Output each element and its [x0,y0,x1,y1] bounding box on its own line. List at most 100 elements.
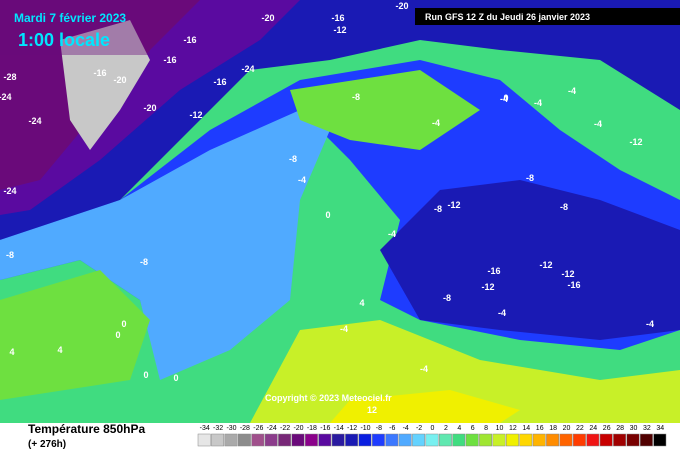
scale-tick-label: 0 [431,425,435,432]
scale-tick-label: 22 [576,425,584,432]
scale-tick-label: 24 [589,425,597,432]
isotherm-label: -4 [388,229,396,239]
scale-tick-label: 18 [549,425,557,432]
scale-swatch [358,433,372,447]
scale-tick-label: 16 [536,425,544,432]
scale-swatch [398,433,412,447]
scale-swatch [599,433,613,447]
scale-tick-label: -16 [320,425,330,432]
scale-tick-label: -14 [334,425,344,432]
run-info: Run GFS 12 Z du Jeudi 26 janvier 2023 [425,12,590,22]
scale-tick-label: -12 [347,425,357,432]
scale-tick-label: -20 [293,425,303,432]
isotherm-label: -20 [143,103,156,113]
isotherm-label: -4 [498,308,506,318]
scale-tick-label: -18 [307,425,317,432]
isotherm-label: -8 [6,250,14,260]
scale-swatch [479,433,493,447]
isotherm-label: 4 [57,345,62,355]
isotherm-label: 0 [115,330,120,340]
isotherm-label: 0 [143,370,148,380]
scale-swatch [197,433,211,447]
isotherm-label: -4 [534,98,542,108]
isotherm-label: -4 [298,175,306,185]
scale-tick-label: -4 [403,425,409,432]
valid-time: 1:00 locale [18,30,110,50]
scale-tick-label: -6 [389,425,395,432]
scale-tick-label: 32 [643,425,651,432]
scale-tick-label: 14 [522,425,530,432]
scale-swatch [425,433,439,447]
isotherm-label: 12 [367,405,377,415]
isotherm-label: -16 [163,55,176,65]
scale-tick-label: -8 [376,425,382,432]
color-scale: -34 -32 -30 -28 -26 -24 -22 -20 -18 -16 -14 -12 -10-… [197,425,667,447]
scale-swatch [452,433,466,447]
scale-swatch [291,433,305,447]
scale-swatch [318,433,332,447]
scale-swatch [586,433,600,447]
isotherm-label: -8 [289,154,297,164]
scale-tick-label: 34 [656,425,664,432]
scale-swatch [412,433,426,447]
isotherm-label: -8 [560,202,568,212]
scale-tick-label: -34 [200,425,210,432]
scale-tick-label: -2 [416,425,422,432]
isotherm-label: -4 [420,364,428,374]
scale-swatch [559,433,573,447]
isotherm-label: -8 [434,204,442,214]
scale-swatch [331,433,345,447]
isotherm-label: -4 [500,94,508,104]
isotherm-label: -4 [646,319,654,329]
scale-tick-label: -32 [213,425,223,432]
scale-swatch [304,433,318,447]
valid-date: Mardi 7 février 2023 [14,11,126,25]
scale-swatch [639,433,653,447]
isotherm-label: -16 [331,13,344,23]
isotherm-label: -24 [241,64,254,74]
copyright: Copyright © 2023 Meteociel.fr [265,393,392,403]
isotherm-label: -4 [568,86,576,96]
isotherm-label: -4 [340,324,348,334]
scale-tick-label: -28 [240,425,250,432]
isotherm-label: -12 [481,282,494,292]
isotherm-label: -16 [183,35,196,45]
scale-swatch [211,433,225,447]
isotherm-label: 0 [121,319,126,329]
scale-tick-label: 2 [444,425,448,432]
scale-swatch [572,433,586,447]
isotherm-label: -8 [443,293,451,303]
scale-tick-label: 20 [563,425,571,432]
scale-tick-label: -22 [280,425,290,432]
isotherm-label: -4 [432,118,440,128]
isotherm-label: -4 [594,119,602,129]
map-background [0,0,680,423]
isotherm-label: -8 [526,173,534,183]
scale-tick-label: -10 [360,425,370,432]
scale-swatch [532,433,546,447]
isotherm-label: -20 [261,13,274,23]
scale-swatch [653,433,667,447]
scale-swatch [278,433,292,447]
scale-tick-label: 8 [484,425,488,432]
isotherm-label: -12 [539,260,552,270]
scale-tick-label: -24 [267,425,277,432]
scale-swatch [371,433,385,447]
scale-tick-label: -26 [253,425,263,432]
scale-swatch [613,433,627,447]
isotherm-label: 0 [325,210,330,220]
scale-swatch [492,433,506,447]
scale-tick-label: 10 [496,425,504,432]
isotherm-label: -16 [93,68,106,78]
isotherm-label: -8 [140,257,148,267]
isotherm-label: 4 [9,347,14,357]
isotherm-label: -12 [561,269,574,279]
isotherm-label: -24 [3,186,16,196]
scale-swatch [438,433,452,447]
isotherm-label: -12 [447,200,460,210]
scale-swatch [385,433,399,447]
isotherm-label: 4 [359,298,364,308]
isotherm-label: -20 [113,75,126,85]
scale-tick-label: 28 [616,425,624,432]
footer-lead: (+ 276h) [28,439,66,450]
